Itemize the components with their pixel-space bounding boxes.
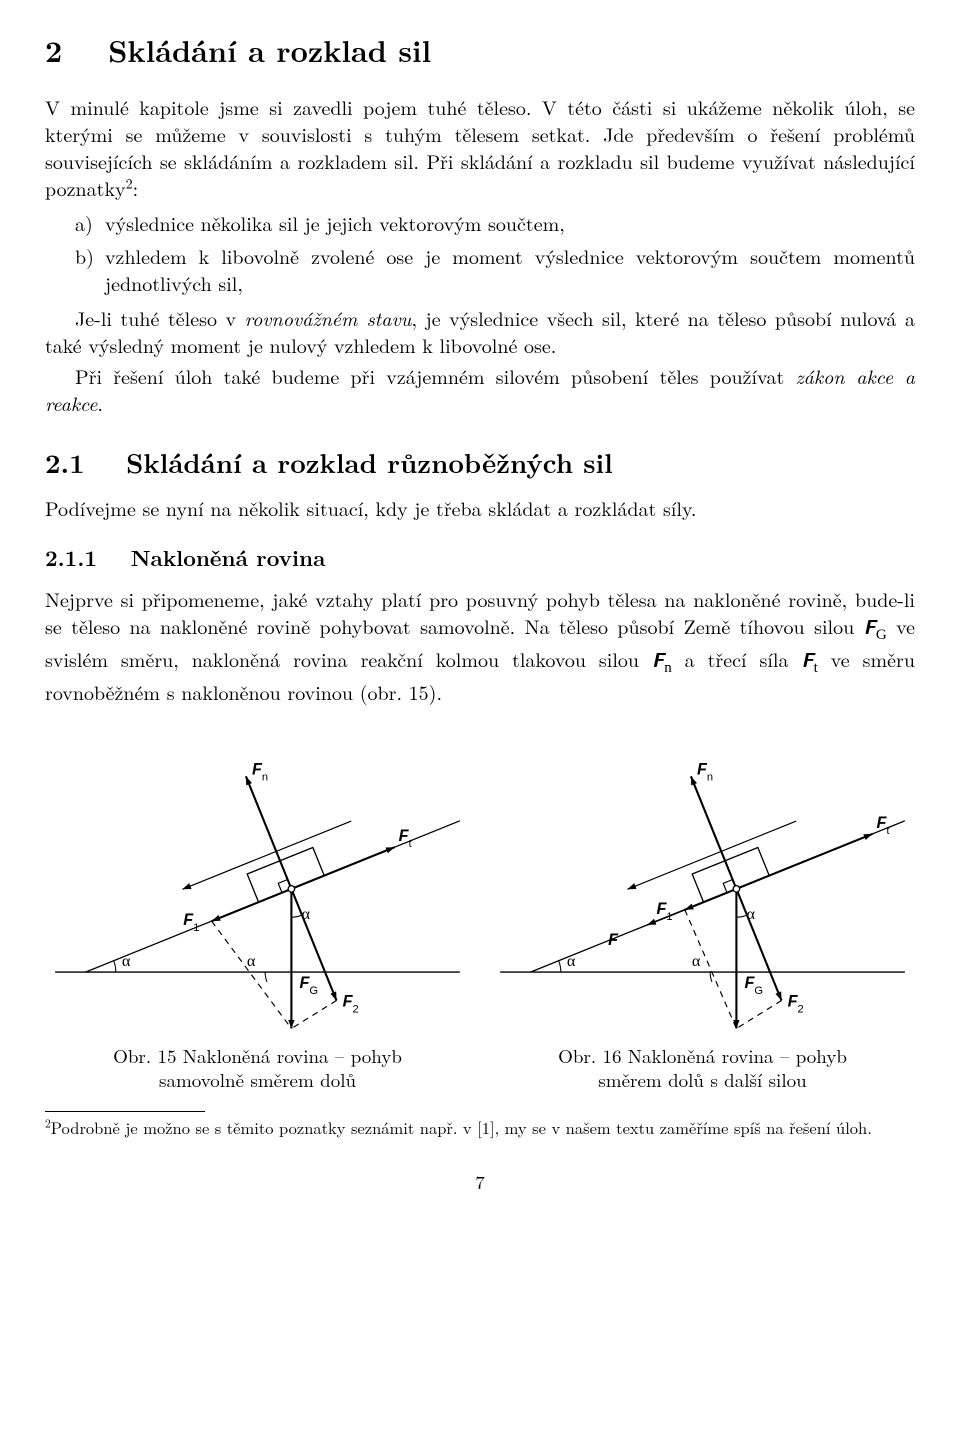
symbol-FG: FG — [864, 611, 887, 640]
svg-text:Ft: Ft — [399, 827, 413, 850]
svg-text:FG: FG — [744, 974, 763, 997]
figure-row: α α Fn Ft FG F1 F2 α Obr. 15 Nakloněná rovina –… — [45, 709, 915, 1091]
list-label-b: b) — [75, 242, 105, 296]
list-item-a: a) výslednice několika sil je jejich vek… — [75, 209, 915, 236]
figure-16: ααFnFtFGF1F2αF Obr. 16 Nakloněná rovina … — [490, 709, 915, 1091]
svg-text:FG: FG — [299, 974, 318, 997]
svg-text:α: α — [692, 953, 701, 970]
symbol-Ft: Ft — [801, 644, 817, 673]
section-title: Skládání a rozklad sil — [108, 28, 431, 71]
symbol-Fn: Fn — [652, 644, 672, 673]
svg-text:α: α — [302, 906, 311, 923]
subsection-title: Skládání a rozklad různoběžných sil — [126, 442, 613, 481]
figure-15-svg: α α Fn Ft FG F1 F2 α — [45, 709, 470, 1033]
svg-text:F1: F1 — [183, 911, 199, 934]
figure-15: α α Fn Ft FG F1 F2 α Obr. 15 Nakloněná rovina –… — [45, 709, 470, 1091]
list-text-b: vzhledem k libovolně zvolené ose je mome… — [105, 242, 915, 296]
figure-16-svg: ααFnFtFGF1F2αF — [490, 709, 915, 1033]
svg-text:Ft: Ft — [876, 814, 890, 837]
svg-text:F2: F2 — [343, 993, 359, 1016]
subsubsection-title: Nakloněná rovina — [131, 542, 326, 573]
footnote-rule — [45, 1111, 205, 1112]
subsubsection-heading: 2.1.1 Nakloněná rovina — [45, 543, 915, 573]
list-label-a: a) — [75, 209, 105, 236]
list-item-b: b) vzhledem k libovolně zvolené ose je m… — [75, 242, 915, 296]
subsubsection-number: 2.1.1 — [45, 542, 97, 573]
svg-text:F2: F2 — [788, 993, 804, 1016]
subsection-text: Podívejme se nyní na několik situací, kd… — [45, 494, 915, 521]
reaction-paragraph: Při řešení úloh také budeme při vzájemné… — [45, 362, 915, 416]
footnote-ref: 2 — [126, 173, 133, 193]
term-equilibrium: rovnovážném stavu — [245, 303, 412, 332]
section-number: 2 — [45, 28, 62, 71]
page-number: 7 — [45, 1169, 915, 1195]
intro-paragraph: V minulé kapitole jsme si zavedli pojem … — [45, 93, 915, 201]
inclined-plane-paragraph: Nejprve si připomeneme, jaké vztahy plat… — [45, 585, 915, 706]
subsection-heading: 2.1 Skládání a rozklad různoběžných sil — [45, 444, 915, 480]
svg-text:α: α — [747, 906, 756, 923]
section-heading: 2 Skládání a rozklad sil — [45, 30, 915, 71]
svg-text:α: α — [122, 953, 131, 970]
list-text-a: výslednice několika sil je jejich vektor… — [105, 209, 915, 236]
svg-text:F: F — [608, 931, 619, 949]
svg-text:α: α — [567, 953, 576, 970]
figure-16-caption: Obr. 16 Nakloněná rovina – pohyb směrem … — [490, 1044, 915, 1092]
figure-15-caption: Obr. 15 Nakloněná rovina – pohyb samovol… — [45, 1044, 470, 1092]
equilibrium-paragraph: Je-li tuhé těleso v rovnovážném stavu, j… — [45, 304, 915, 358]
enum-list: a) výslednice několika sil je jejich vek… — [75, 209, 915, 296]
footnote: 2Podrobně je možno se s těmito poznatky … — [45, 1116, 915, 1138]
svg-text:Fn: Fn — [697, 760, 713, 783]
subsection-number: 2.1 — [45, 442, 85, 481]
svg-text:Fn: Fn — [252, 760, 268, 783]
svg-text:α: α — [247, 953, 256, 970]
